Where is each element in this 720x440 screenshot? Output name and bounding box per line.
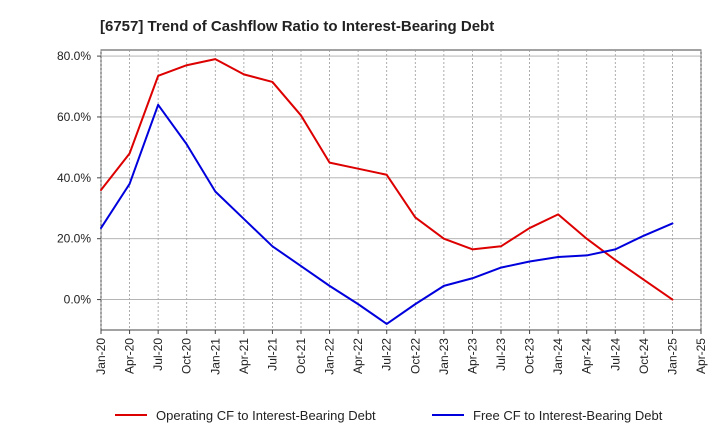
x-tick-label: Jan-23 <box>437 338 451 375</box>
x-tick-label: Apr-25 <box>694 338 708 374</box>
x-tick-label: Jul-21 <box>265 338 279 371</box>
x-tick-label: Oct-20 <box>180 338 194 374</box>
x-tick-label: Oct-22 <box>408 338 422 374</box>
x-tick-label: Jul-20 <box>151 338 165 371</box>
x-tick-label: Apr-21 <box>237 338 251 374</box>
x-axis-ticks: Jan-20 Apr-20 Jul-20 Oct-20 Jan-21 Apr-21 Jul-… <box>94 330 708 375</box>
y-tick-label: 20.0% <box>57 232 91 246</box>
x-tick-label: Oct-24 <box>637 338 651 374</box>
y-axis-ticks: 0.0% 20.0% 40.0% 60.0% 80.0% <box>57 49 101 307</box>
x-tick-label: Jul-23 <box>494 338 508 371</box>
x-tick-label: Jan-24 <box>551 338 565 375</box>
legend-label: Operating CF to Interest-Bearing Debt <box>156 408 376 423</box>
chart-title: [6757] Trend of Cashflow Ratio to Intere… <box>100 18 494 35</box>
x-tick-label: Oct-21 <box>294 338 308 374</box>
y-tick-label: 60.0% <box>57 110 91 124</box>
y-tick-label: 80.0% <box>57 49 91 63</box>
plot-area <box>100 49 702 331</box>
x-tick-label: Jan-21 <box>208 338 222 375</box>
x-tick-label: Jan-22 <box>323 338 337 375</box>
series-lines <box>100 58 674 325</box>
series-line-free-cf <box>100 103 674 325</box>
x-tick-label: Jan-25 <box>665 338 679 375</box>
x-tick-label: Apr-23 <box>465 338 479 374</box>
x-tick-label: Apr-22 <box>351 338 365 374</box>
x-tick-label: Apr-24 <box>580 338 594 374</box>
x-tick-label: Jan-20 <box>94 338 108 375</box>
series-line-operating-cf <box>100 58 674 301</box>
y-tick-label: 0.0% <box>64 293 92 307</box>
x-tick-label: Jul-24 <box>608 338 622 371</box>
grid-lines <box>100 50 702 330</box>
y-tick-label: 40.0% <box>57 171 91 185</box>
x-tick-label: Jul-22 <box>380 338 394 371</box>
x-tick-label: Apr-20 <box>123 338 137 374</box>
legend: Operating CF to Interest-Bearing Debt Fre… <box>115 408 663 423</box>
x-tick-label: Oct-23 <box>523 338 537 374</box>
legend-label: Free CF to Interest-Bearing Debt <box>473 408 663 423</box>
